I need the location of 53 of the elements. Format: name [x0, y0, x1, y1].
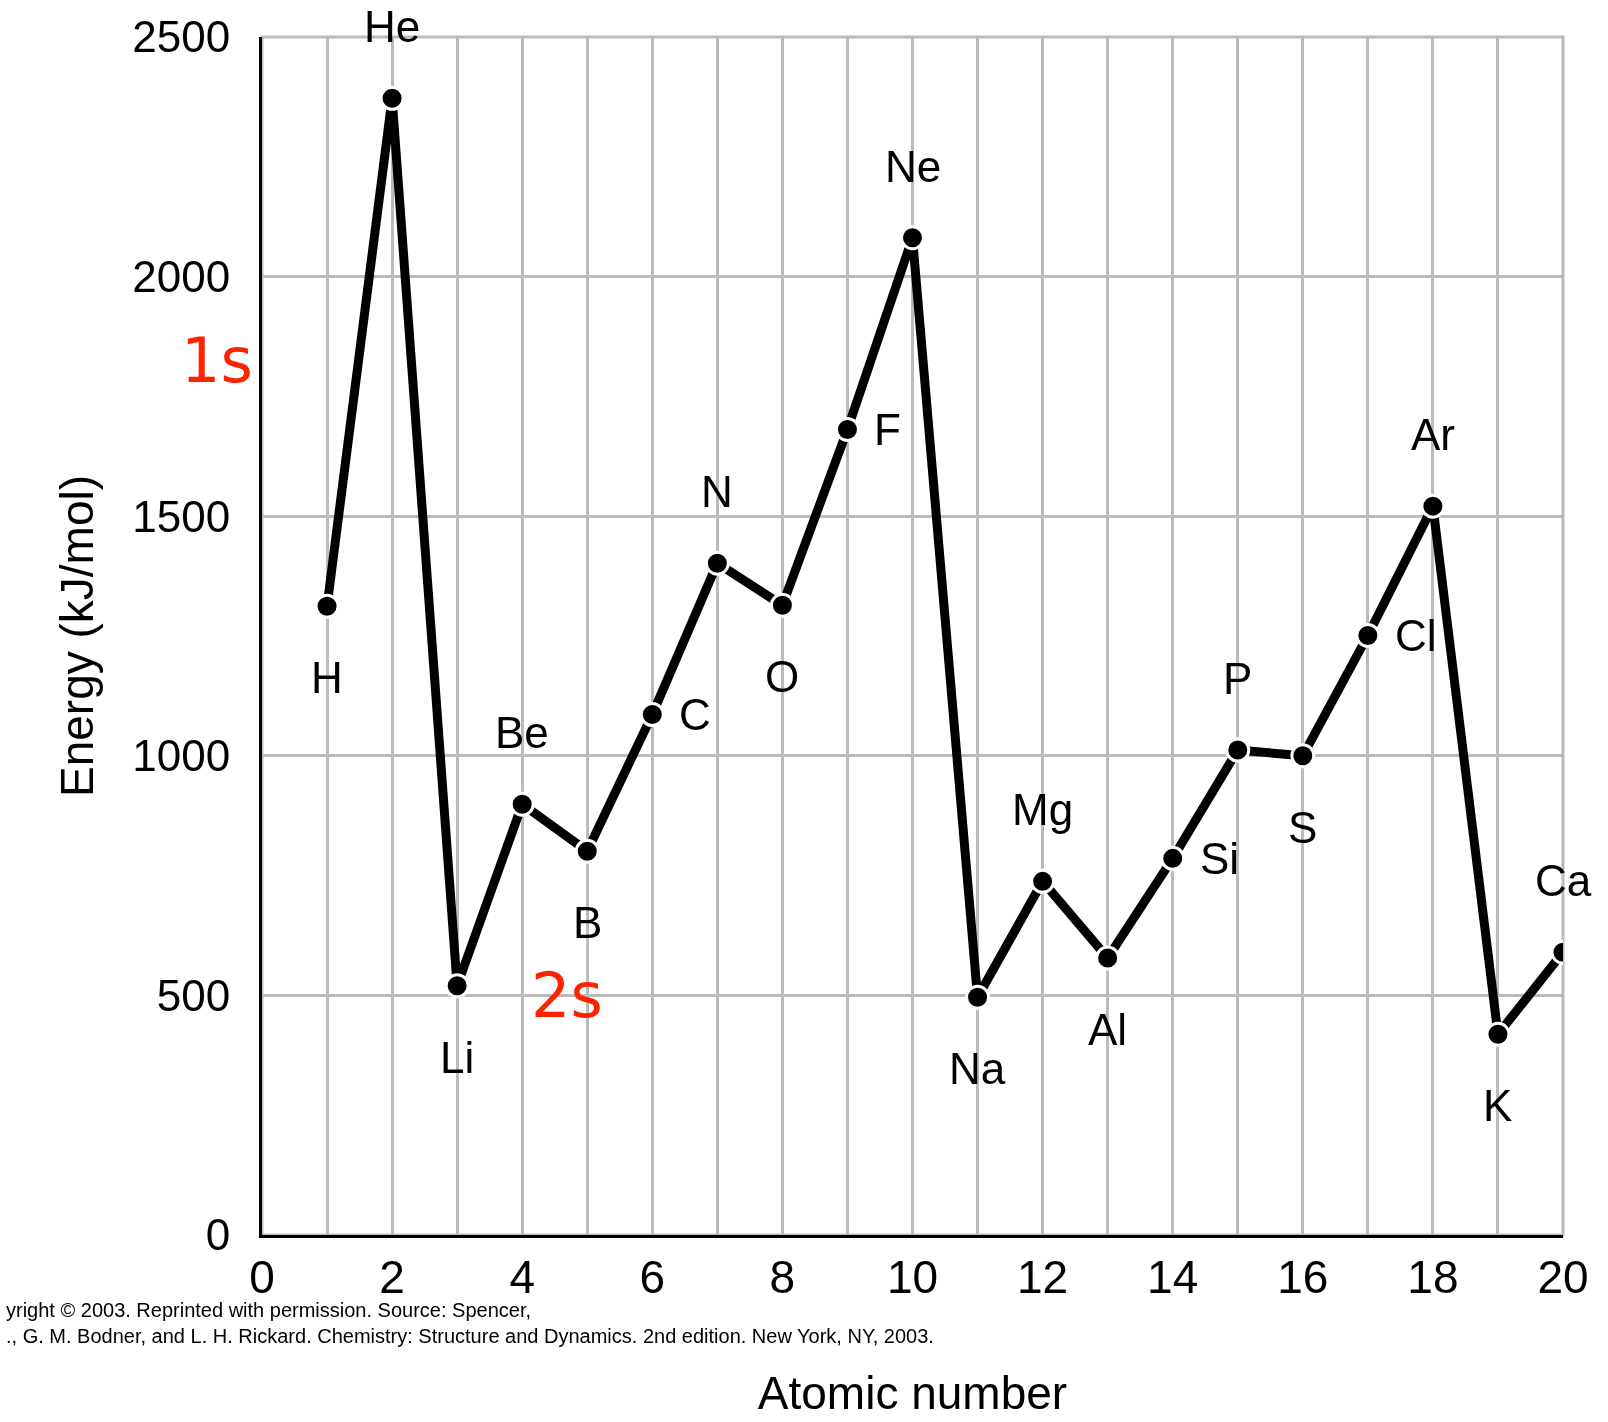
annotation: P	[1223, 654, 1253, 703]
point	[704, 550, 730, 576]
annotation: Cl	[1395, 611, 1437, 660]
y-tick-label: 500	[156, 970, 231, 1020]
x-tick-label: 14	[1147, 1251, 1199, 1304]
point	[314, 593, 340, 619]
point	[509, 791, 535, 817]
annotation: H	[311, 653, 343, 702]
point	[1160, 845, 1186, 871]
point	[769, 592, 795, 618]
annotation: Mg	[1012, 785, 1074, 834]
annotation: Ne	[885, 142, 942, 191]
point	[1290, 743, 1316, 769]
point	[1095, 945, 1121, 971]
annotation: Be	[495, 708, 549, 757]
y-tick-label: 1000	[132, 731, 231, 781]
annotation: Ca	[1535, 856, 1592, 905]
y-axis-title: Energy (kJ/mol)	[50, 474, 103, 798]
annotation: Al	[1088, 1005, 1128, 1054]
annotation: C	[679, 690, 711, 739]
annotation: He	[364, 2, 421, 51]
annotation: Li	[440, 1033, 475, 1082]
point	[1030, 868, 1056, 894]
point	[1355, 623, 1381, 649]
annotation: K	[1483, 1081, 1513, 1130]
x-axis-title: Atomic number	[757, 1366, 1068, 1419]
annotation: S	[1288, 803, 1318, 852]
annotation: Si	[1200, 834, 1240, 883]
point	[1420, 493, 1446, 519]
text: 1s	[181, 324, 253, 397]
point	[965, 984, 991, 1010]
point	[639, 702, 665, 728]
y-tick-label: 1500	[132, 491, 231, 541]
y-tick-label: 2500	[132, 12, 231, 62]
annotation: B	[573, 898, 603, 947]
point	[444, 973, 470, 999]
annotation: Na	[949, 1044, 1006, 1093]
point	[1485, 1021, 1511, 1047]
x-tick-label: 12	[1017, 1251, 1069, 1304]
point	[379, 85, 405, 111]
annotation: Ar	[1411, 410, 1455, 459]
y-tick-label: 0	[205, 1210, 231, 1260]
y-tick-label: 2000	[132, 252, 231, 301]
point	[900, 225, 925, 251]
x-tick-label: 18	[1407, 1251, 1459, 1304]
annotation: O	[765, 652, 800, 701]
x-tick-label: 16	[1277, 1251, 1329, 1304]
annotation: F	[874, 405, 901, 454]
point	[574, 838, 600, 864]
annotation: 2s	[531, 959, 603, 1032]
point	[1225, 737, 1251, 763]
annotation: N	[701, 467, 733, 516]
x-tick-label: 20	[1537, 1251, 1589, 1304]
